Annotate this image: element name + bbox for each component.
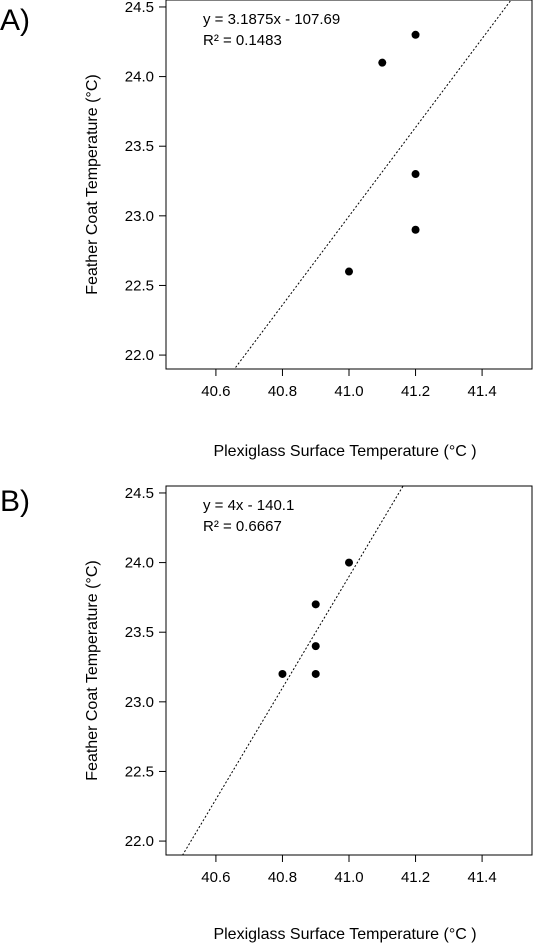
y-tick-label: 24.5 — [125, 485, 154, 502]
y-tick-label: 23.0 — [125, 694, 154, 711]
y-tick-label: 24.0 — [125, 555, 154, 572]
x-tick-label: 41.0 — [334, 383, 363, 400]
plot-frame — [165, 485, 533, 856]
y-tick-label: 22.0 — [125, 347, 154, 364]
x-tick-label: 41.0 — [334, 869, 363, 886]
y-tick-label: 24.5 — [125, 0, 154, 16]
y-tick-label: 23.0 — [125, 208, 154, 225]
r-squared-annotation: R² = 0.6667 — [203, 518, 282, 535]
y-tick-label: 23.5 — [125, 624, 154, 641]
chart-panel-a: A) 22.0 22.5 23.0 23.5 24.0 24.5 40.6 40.8 41.0 4… — [0, 0, 533, 472]
r-squared-annotation: R² = 0.1483 — [203, 32, 282, 49]
equation-annotation: y = 4x - 140.1 — [203, 497, 294, 514]
panel-label: B) — [0, 485, 30, 518]
panel-label: A) — [0, 4, 30, 37]
data-point — [311, 669, 320, 678]
data-point — [311, 600, 320, 609]
chart-panel-b: B) 22.0 22.5 23.0 23.5 24.0 24.5 40.6 40.8 41.0 4… — [0, 485, 533, 945]
y-tick-label: 22.5 — [125, 763, 154, 780]
x-tick-label: 40.6 — [201, 383, 230, 400]
x-tick-label: 40.8 — [268, 383, 297, 400]
y-tick-label: 23.5 — [125, 138, 154, 155]
y-axis-title: Feather Coat Temperature (°C) — [84, 74, 101, 294]
x-tick-label: 41.4 — [467, 869, 496, 886]
data-point — [411, 225, 420, 234]
x-axis-title: Plexiglass Surface Temperature (°C ) — [213, 926, 476, 943]
trendline — [182, 486, 404, 855]
x-tick-label: 41.4 — [467, 383, 496, 400]
x-tick-label: 40.6 — [201, 869, 230, 886]
data-point — [345, 267, 353, 276]
y-axis-title: Feather Coat Temperature (°C) — [84, 560, 101, 780]
plot-frame — [165, 0, 533, 370]
data-point — [378, 58, 387, 67]
x-axis-title: Plexiglass Surface Temperature (°C ) — [213, 443, 476, 460]
data-point — [345, 558, 353, 567]
data-point — [311, 642, 320, 651]
x-tick-label: 40.8 — [268, 869, 297, 886]
x-tick-label: 41.2 — [401, 383, 430, 400]
y-tick-label: 24.0 — [125, 69, 154, 86]
y-tick-label: 22.5 — [125, 277, 154, 294]
scatter-plot-a: 22.0 22.5 23.0 23.5 24.0 24.5 40.6 40.8 41.0 41.2… — [84, 0, 533, 460]
x-tick-label: 41.2 — [401, 869, 430, 886]
equation-annotation: y = 3.1875x - 107.69 — [203, 11, 340, 28]
data-point — [411, 30, 420, 39]
data-point — [411, 170, 420, 179]
trendline — [233, 0, 512, 369]
data-point — [278, 669, 287, 678]
y-tick-label: 22.0 — [125, 833, 154, 850]
scatter-plot-b: 22.0 22.5 23.0 23.5 24.0 24.5 40.6 40.8 41.0 41.2… — [84, 485, 533, 943]
